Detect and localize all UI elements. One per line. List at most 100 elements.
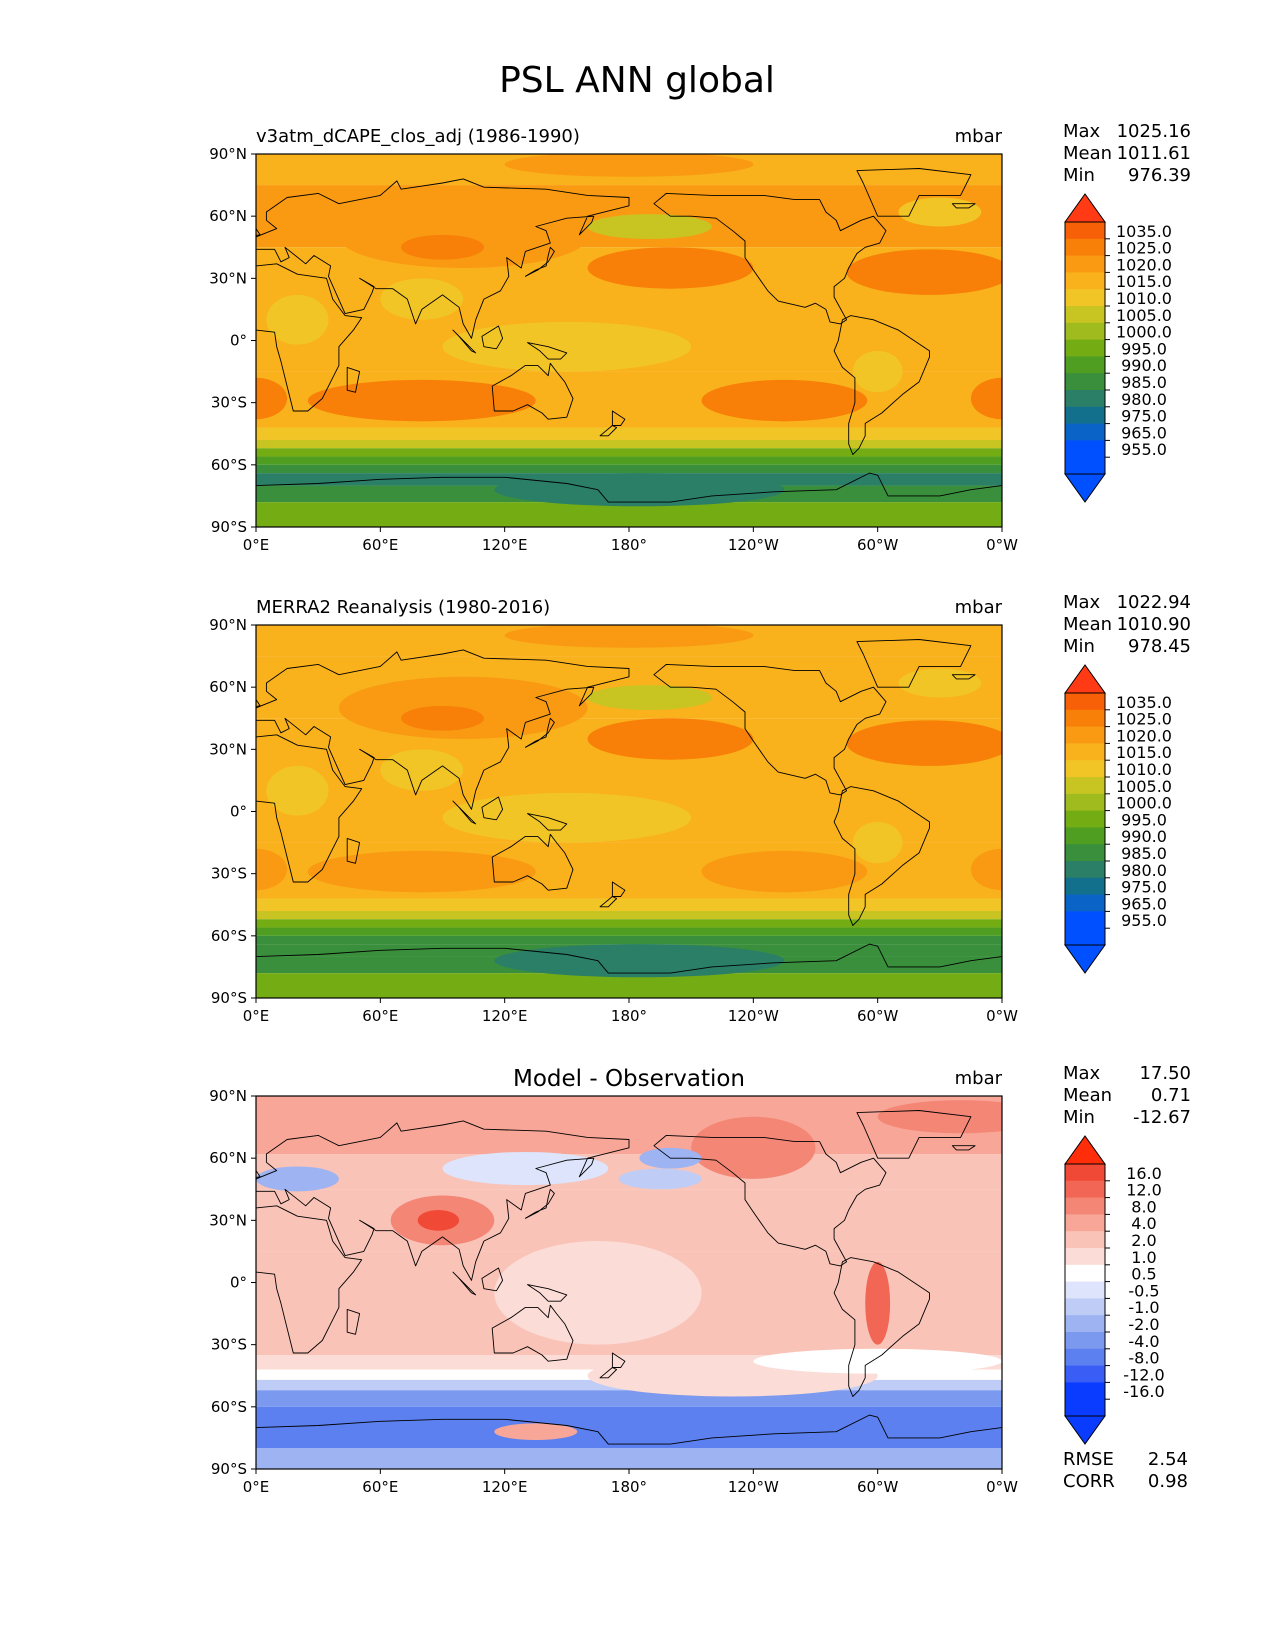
anomaly-blob [618, 1168, 702, 1190]
colorbar-segment [1065, 457, 1105, 475]
colorbar-segment [1065, 356, 1105, 374]
x-tick-label: 180° [611, 1007, 647, 1025]
stat-label: Mean [1063, 1085, 1112, 1106]
coastline [256, 649, 630, 810]
stat-value: 976.39 [1128, 165, 1191, 186]
subtropical-high [970, 377, 1002, 420]
colorbar-tick-label: 1020.0 [1116, 726, 1172, 745]
colorbar-tick-label: 995.0 [1121, 810, 1167, 829]
colorbar-segment [1065, 1382, 1105, 1400]
anomaly-blob [877, 1100, 1002, 1134]
colorbar-segment [1065, 390, 1105, 408]
colorbar-segment [1065, 726, 1105, 744]
icelandic-low [898, 197, 982, 227]
coastline [951, 1145, 976, 1151]
colorbar-tick-label: 0.5 [1131, 1265, 1156, 1284]
field-band [256, 927, 1002, 936]
field-band [256, 973, 1002, 998]
colorbar-tick-label: 1015.0 [1116, 272, 1172, 291]
stat-label: Min [1063, 165, 1095, 186]
coastline [346, 837, 361, 864]
colorbar-tick-label: 1005.0 [1116, 306, 1172, 325]
colorbar-frame [1064, 692, 1106, 946]
panel-reference: 0°E 60°E 120°E 180° 120°W 60°W 0°W 90°N 60°N 30°N… [209, 592, 1191, 1025]
y-tick-label: 90°S [211, 989, 247, 1007]
field-band [256, 1448, 1002, 1469]
coastline [856, 1110, 972, 1159]
colorbar-tick-label: 985.0 [1121, 373, 1167, 392]
colorbar-tick-label: 1025.0 [1116, 710, 1172, 729]
colorbar-segment [1065, 844, 1105, 862]
coastline [256, 734, 363, 883]
subtropical-high [256, 848, 288, 891]
y-tick-label: 0° [230, 803, 247, 821]
colorbar-extend-max [1064, 664, 1106, 694]
x-tick-label: 120°W [728, 536, 779, 554]
stat-value: 978.45 [1128, 636, 1191, 657]
coastline [256, 227, 261, 236]
y-tick-label: 90°S [211, 518, 247, 536]
colorbar-tick-label: 2.0 [1131, 1231, 1156, 1250]
colorbar-tick-label: 990.0 [1121, 827, 1167, 846]
subtropical-high [701, 850, 868, 893]
field-band [256, 935, 1002, 945]
coastline [256, 472, 1002, 527]
colorbar-segment [1065, 1399, 1105, 1417]
colorbar-segment [1065, 1348, 1105, 1367]
map-field [256, 154, 1002, 527]
low-pressure [380, 278, 464, 320]
coastline [491, 833, 574, 891]
colorbar-tick-label: 980.0 [1121, 390, 1167, 409]
colorbar-segment [1065, 1197, 1105, 1215]
coastline [611, 881, 626, 897]
coastline [611, 410, 626, 426]
coastline [256, 1169, 261, 1178]
x-tick-label: 60°E [362, 536, 398, 554]
x-tick-label: 120°E [482, 536, 528, 554]
colorbar-segment [1065, 810, 1105, 828]
arctic-high [504, 625, 754, 648]
colorbar-segment [1065, 911, 1105, 929]
colorbar-tick-label: 965.0 [1121, 894, 1167, 913]
field-band [256, 910, 1002, 920]
aleutian-low [587, 685, 712, 710]
stat-value: 1010.90 [1117, 614, 1191, 635]
colorbar-tick-label: 980.0 [1121, 861, 1167, 880]
colorbar-segment [1065, 861, 1105, 879]
colorbar-segment [1065, 222, 1105, 240]
coastline [599, 425, 618, 437]
colorbar-extend-min [1064, 1415, 1106, 1445]
colorbar-extend-min [1064, 473, 1106, 503]
subtropical-high [307, 379, 536, 422]
colorbar-tick-label: 16.0 [1126, 1164, 1162, 1183]
subtropical-high [587, 718, 754, 760]
icelandic-low [898, 668, 982, 698]
subtropical-high [587, 247, 754, 289]
stat-label: Min [1063, 636, 1095, 657]
y-tick-label: 0° [230, 332, 247, 350]
colorbar-tick-label: 8.0 [1131, 1197, 1156, 1216]
x-tick-label: 120°W [728, 1007, 779, 1025]
colorbar-segment [1065, 406, 1105, 425]
anomaly-blob [256, 1166, 339, 1192]
colorbar-tick-label: 1010.0 [1116, 760, 1172, 779]
y-tick-label: 90°S [211, 1460, 247, 1478]
coastline [951, 674, 976, 680]
coastline [346, 1308, 361, 1335]
colorbar-tick-label: -16.0 [1123, 1382, 1164, 1401]
colorbar-segment [1065, 827, 1105, 845]
colorbar-segment [1065, 743, 1105, 761]
y-tick-label: 60°N [209, 1149, 247, 1167]
coastline [256, 698, 261, 707]
coastline [599, 1367, 618, 1379]
anomaly-blob [417, 1209, 460, 1231]
colorbar-tick-label: 955.0 [1121, 440, 1167, 459]
colorbar-segment [1065, 709, 1105, 728]
figure-title: PSL ANN global [499, 60, 775, 101]
subtropical-high [846, 249, 1002, 295]
coastline [491, 1304, 574, 1362]
y-tick-label: 60°N [209, 678, 247, 696]
low-pressure [442, 792, 692, 843]
coastline [599, 896, 618, 908]
colorbar-segment [1065, 255, 1105, 273]
